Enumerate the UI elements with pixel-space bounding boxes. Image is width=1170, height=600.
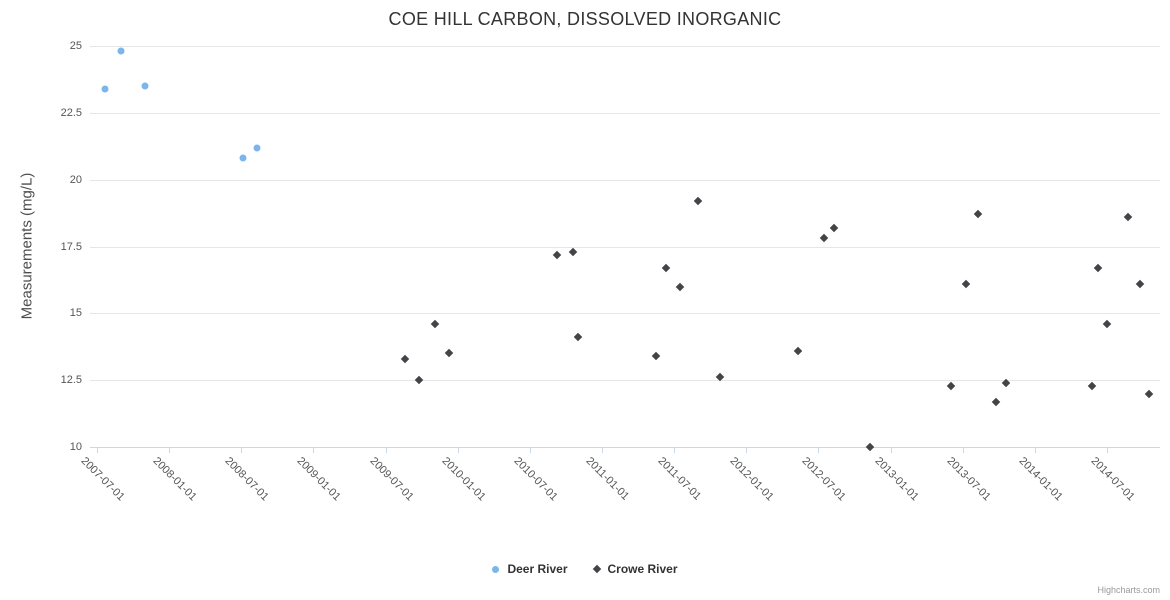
legend-label: Crowe River [607,562,678,576]
x-axis-tick [601,447,603,453]
x-axis-tick [674,447,676,453]
x-axis-label: 2010-01-01 [439,455,488,504]
data-point-crowe-river[interactable] [651,351,660,361]
y-axis-label: 20 [69,173,82,186]
y-axis-label: 15 [69,307,82,320]
y-axis-label: 12.5 [60,374,82,387]
legend: Deer River Crowe River [0,562,1170,576]
legend-item-deer-river[interactable]: Deer River [492,562,568,576]
x-axis-tick [746,447,748,453]
legend-item-crowe-river[interactable]: Crowe River [592,562,678,576]
x-axis-label: 2014-07-01 [1088,455,1137,504]
x-axis-label: 2009-01-01 [294,455,344,504]
data-point-crowe-river[interactable] [414,375,424,385]
x-axis-tick [962,447,964,453]
gridline [90,46,1160,47]
highcharts-credit-link[interactable]: Highcharts.com [1097,585,1160,595]
x-axis-label: 2007-07-01 [78,455,127,504]
data-point-deer-river[interactable] [239,154,247,162]
data-point-crowe-river[interactable] [946,381,955,390]
circle-marker-icon [492,565,500,573]
x-axis-label: 2012-01-01 [727,455,777,504]
x-axis-label: 2011-01-01 [583,455,632,503]
data-point-crowe-river[interactable] [1124,212,1133,222]
data-point-crowe-river[interactable] [661,263,670,273]
data-point-crowe-river[interactable] [444,349,454,358]
x-axis-label: 2009-07-01 [367,455,416,504]
y-axis-label: 17.5 [60,240,82,253]
data-point-crowe-river[interactable] [793,346,803,355]
diamond-marker-icon [592,564,601,574]
data-point-crowe-river[interactable] [1088,381,1097,390]
data-point-crowe-river[interactable] [974,210,983,219]
y-axis-label: 10 [69,441,82,453]
gridline [90,179,1160,181]
data-point-crowe-river[interactable] [675,282,684,291]
x-axis-tick [529,447,531,453]
data-point-deer-river[interactable] [117,47,125,55]
x-axis-label: 2013-01-01 [872,455,921,504]
data-point-crowe-river[interactable] [1102,319,1112,329]
x-axis-tick [385,447,387,453]
data-point-crowe-river[interactable] [961,279,971,289]
data-point-deer-river[interactable] [141,82,149,90]
data-point-crowe-river[interactable] [569,247,578,257]
data-point-crowe-river[interactable] [1136,279,1145,289]
gridline [90,246,1160,248]
x-axis-tick [890,447,892,453]
x-axis-label: 2012-07-01 [799,455,849,504]
x-axis-tick [97,447,98,453]
x-axis-label: 2008-07-01 [222,455,272,504]
data-point-crowe-river[interactable] [1094,263,1103,273]
x-axis-tick [313,447,315,453]
data-point-crowe-river[interactable] [573,333,583,342]
x-axis-tick [1034,447,1036,453]
legend-label: Deer River [507,562,568,576]
x-axis-tick [457,447,459,453]
y-axis-label: 22.5 [60,106,82,119]
data-point-crowe-river[interactable] [693,196,703,206]
y-axis-label: 25 [69,40,82,52]
x-axis-label: 2008-01-01 [150,455,199,504]
data-point-crowe-river[interactable] [553,250,562,259]
gridline [90,380,1160,382]
data-point-crowe-river[interactable] [829,223,839,233]
x-axis-label: 2014-01-01 [1016,455,1065,504]
x-axis-label: 2011-07-01 [655,455,704,503]
x-axis-tick [1106,447,1108,453]
data-point-deer-river[interactable] [253,144,261,152]
x-axis-tick [241,447,243,453]
x-axis-tick [818,447,820,453]
x-axis-line [90,447,1160,448]
x-axis-tick [169,447,171,453]
x-axis-label: 2010-07-01 [511,455,560,504]
data-point-crowe-river[interactable] [400,354,410,364]
gridline [90,112,1160,114]
gridline [90,313,1160,315]
data-point-crowe-river[interactable] [865,442,875,452]
chart-title: COE HILL CARBON, DISSOLVED INORGANIC [388,9,782,29]
x-axis-label: 2013-07-01 [944,455,993,504]
data-point-crowe-river[interactable] [991,397,1001,406]
data-point-crowe-river[interactable] [819,234,829,243]
data-point-crowe-river[interactable] [1144,389,1153,398]
data-point-crowe-river[interactable] [430,319,440,329]
data-point-deer-river[interactable] [101,85,108,93]
